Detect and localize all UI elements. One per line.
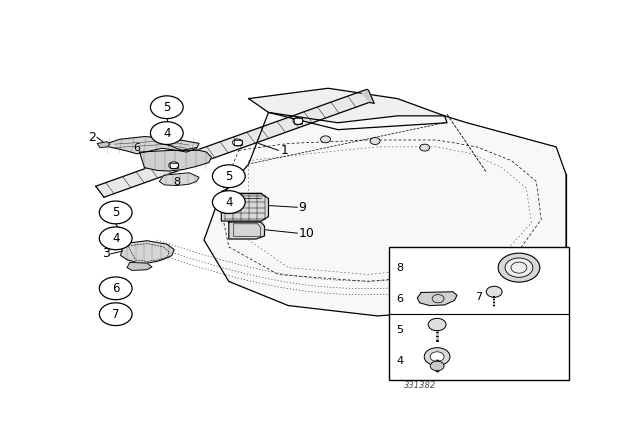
- Bar: [234, 140, 241, 145]
- Circle shape: [420, 144, 429, 151]
- Polygon shape: [249, 88, 447, 129]
- Text: 8: 8: [173, 177, 180, 187]
- Text: 7: 7: [475, 292, 482, 302]
- Text: 6: 6: [134, 143, 141, 153]
- Circle shape: [99, 303, 132, 326]
- Text: 4: 4: [396, 356, 403, 366]
- Circle shape: [505, 258, 533, 277]
- Circle shape: [430, 352, 444, 362]
- Text: 10: 10: [298, 227, 314, 240]
- Text: 5: 5: [225, 170, 232, 183]
- Polygon shape: [97, 142, 110, 147]
- Text: 7: 7: [112, 308, 120, 321]
- Circle shape: [498, 253, 540, 282]
- Circle shape: [370, 138, 380, 145]
- Circle shape: [232, 139, 243, 146]
- Text: 1: 1: [281, 144, 289, 157]
- Polygon shape: [140, 151, 211, 171]
- Circle shape: [321, 136, 330, 143]
- Polygon shape: [102, 137, 199, 154]
- Polygon shape: [96, 91, 369, 197]
- Text: 4: 4: [225, 196, 232, 209]
- Text: 4: 4: [163, 127, 170, 140]
- Text: 8: 8: [396, 263, 403, 273]
- Circle shape: [150, 96, 183, 119]
- Bar: [170, 163, 178, 168]
- Circle shape: [212, 165, 245, 188]
- Polygon shape: [361, 89, 374, 103]
- Circle shape: [424, 348, 450, 366]
- Circle shape: [486, 286, 502, 297]
- Text: 5: 5: [112, 206, 120, 219]
- Circle shape: [428, 319, 446, 331]
- Polygon shape: [127, 263, 152, 271]
- Circle shape: [99, 201, 132, 224]
- Bar: [388, 247, 568, 380]
- Text: 5: 5: [396, 325, 403, 335]
- Text: 4: 4: [112, 232, 120, 245]
- Circle shape: [430, 361, 444, 371]
- Circle shape: [212, 191, 245, 214]
- Circle shape: [99, 277, 132, 300]
- Text: 5: 5: [163, 101, 170, 114]
- Circle shape: [169, 162, 179, 169]
- Polygon shape: [417, 292, 457, 306]
- Text: 6: 6: [396, 294, 403, 304]
- Polygon shape: [204, 112, 566, 316]
- Text: 2: 2: [88, 131, 96, 144]
- Text: 3: 3: [102, 247, 110, 260]
- Circle shape: [150, 122, 183, 145]
- Circle shape: [99, 227, 132, 250]
- Text: 9: 9: [298, 201, 306, 214]
- Polygon shape: [221, 194, 269, 221]
- Polygon shape: [229, 222, 264, 239]
- Polygon shape: [159, 173, 199, 185]
- Bar: [294, 118, 302, 124]
- Text: 331382: 331382: [404, 381, 436, 390]
- Text: 6: 6: [112, 282, 120, 295]
- Circle shape: [293, 117, 303, 125]
- Polygon shape: [121, 241, 174, 263]
